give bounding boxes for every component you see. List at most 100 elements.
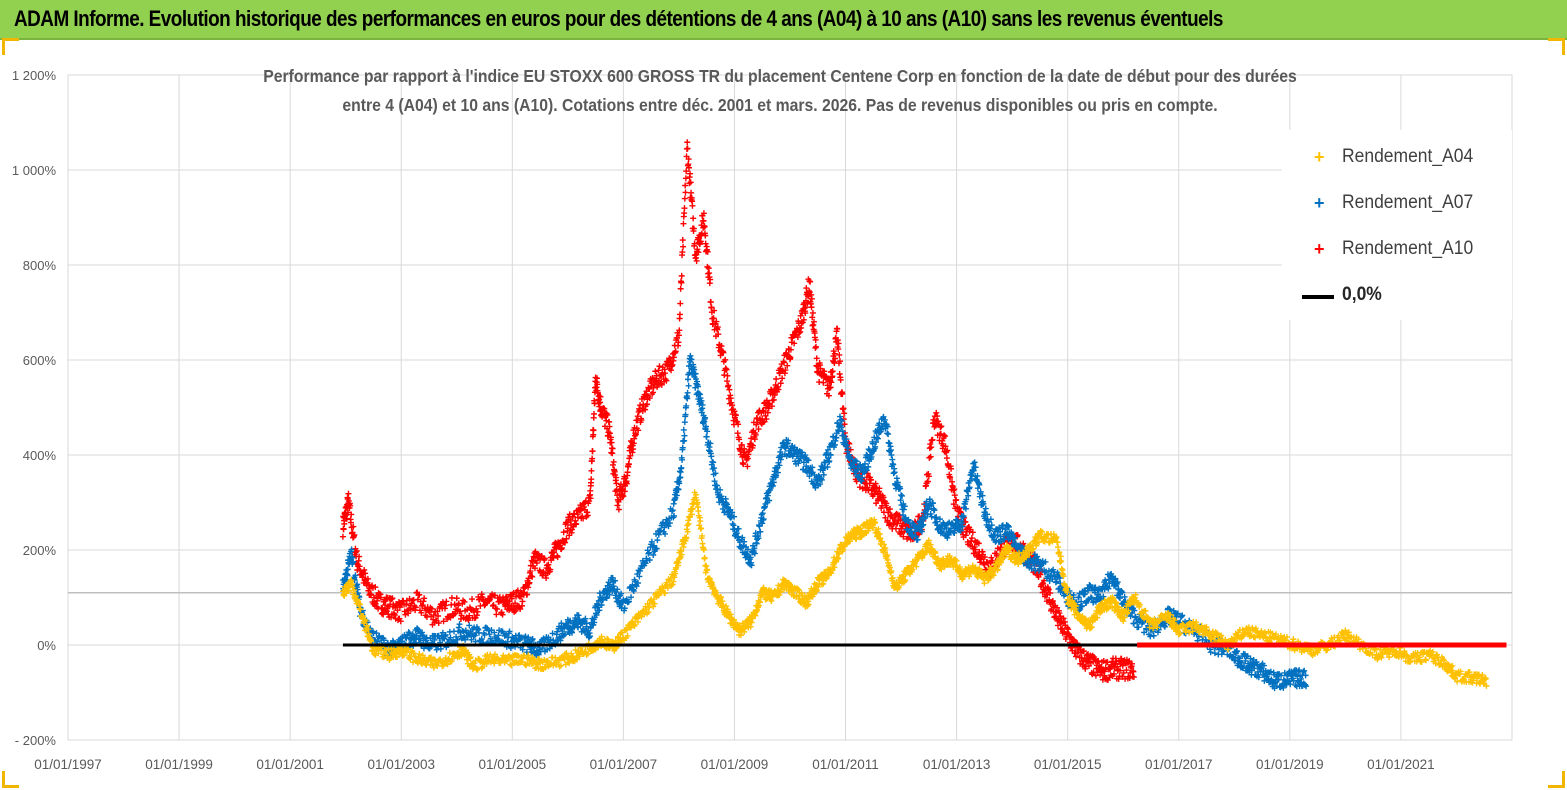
data-point (628, 594, 635, 601)
series-rendement_a07 (339, 352, 1310, 692)
data-point (768, 597, 775, 604)
data-point (528, 649, 535, 656)
data-point (918, 528, 925, 535)
data-point (735, 421, 742, 428)
data-point (357, 606, 364, 613)
data-point (627, 452, 634, 459)
data-point (739, 534, 746, 541)
data-point (698, 525, 705, 532)
data-point (519, 598, 526, 605)
data-point (593, 612, 600, 619)
data-point (849, 456, 856, 463)
data-point (1112, 575, 1119, 582)
data-point (1275, 676, 1282, 683)
data-point (655, 367, 662, 374)
data-point (950, 501, 957, 508)
data-point (820, 471, 827, 478)
data-point (1114, 579, 1121, 586)
data-point (352, 572, 359, 579)
x-tick-label: 01/01/2001 (256, 757, 324, 772)
data-point (718, 342, 725, 349)
data-point (1060, 615, 1067, 622)
data-point (755, 426, 762, 433)
data-point (974, 472, 981, 479)
data-point (759, 520, 766, 527)
data-point (563, 535, 570, 542)
data-point (773, 376, 780, 383)
y-tick-label: 400% (23, 448, 57, 463)
data-point (677, 285, 684, 292)
data-point (817, 481, 824, 488)
data-point (941, 432, 948, 439)
data-point (1005, 523, 1012, 530)
data-point (853, 458, 860, 465)
data-point (928, 444, 935, 451)
data-point (679, 249, 686, 256)
data-point (527, 568, 534, 575)
data-point (474, 666, 481, 673)
data-point (662, 590, 669, 597)
data-point (751, 545, 758, 552)
data-point (372, 584, 379, 591)
data-point (747, 554, 754, 561)
data-point (824, 446, 831, 453)
x-tick-label: 01/01/2021 (1367, 757, 1435, 772)
series-rendement_a10 (339, 139, 1137, 684)
data-point (1113, 658, 1120, 665)
data-point (751, 550, 758, 557)
data-point (636, 573, 643, 580)
data-point (681, 205, 688, 212)
data-point (373, 630, 380, 637)
data-point (682, 411, 689, 418)
data-point (1278, 672, 1285, 679)
data-point (1119, 589, 1126, 596)
data-point (405, 645, 412, 652)
data-point (730, 522, 737, 529)
data-point (791, 340, 798, 347)
data-point (628, 624, 635, 631)
data-point (1011, 534, 1018, 541)
data-point (685, 520, 692, 527)
data-point (479, 663, 486, 670)
data-point (724, 501, 731, 508)
data-point (931, 507, 938, 514)
data-point (826, 458, 833, 465)
data-point (863, 467, 870, 474)
data-point (880, 413, 887, 420)
data-point (774, 469, 781, 476)
data-point (1047, 590, 1054, 597)
data-point (872, 443, 879, 450)
data-point (711, 307, 718, 314)
data-point (632, 431, 639, 438)
data-point (695, 383, 702, 390)
data-point (679, 456, 686, 463)
data-point (681, 437, 688, 444)
data-point (435, 620, 442, 627)
data-point (624, 469, 631, 476)
data-point (405, 629, 412, 636)
data-point (524, 591, 531, 598)
data-point (759, 407, 766, 414)
data-point (759, 510, 766, 517)
data-point (646, 395, 653, 402)
data-point (345, 587, 352, 594)
data-point (510, 589, 517, 596)
data-point (828, 379, 835, 386)
data-point (980, 500, 987, 507)
data-point (818, 475, 825, 482)
data-point (987, 516, 994, 523)
data-point (356, 563, 363, 570)
data-point (652, 368, 659, 375)
data-point (669, 361, 676, 368)
data-point (710, 459, 717, 466)
data-point (344, 572, 351, 579)
data-point (810, 318, 817, 325)
data-point (749, 442, 756, 449)
data-point (832, 355, 839, 362)
data-point (557, 662, 564, 669)
data-point (634, 618, 641, 625)
data-point (777, 456, 784, 463)
data-point (800, 459, 807, 466)
data-point (974, 485, 981, 492)
x-tick-label: 01/01/2003 (367, 757, 435, 772)
